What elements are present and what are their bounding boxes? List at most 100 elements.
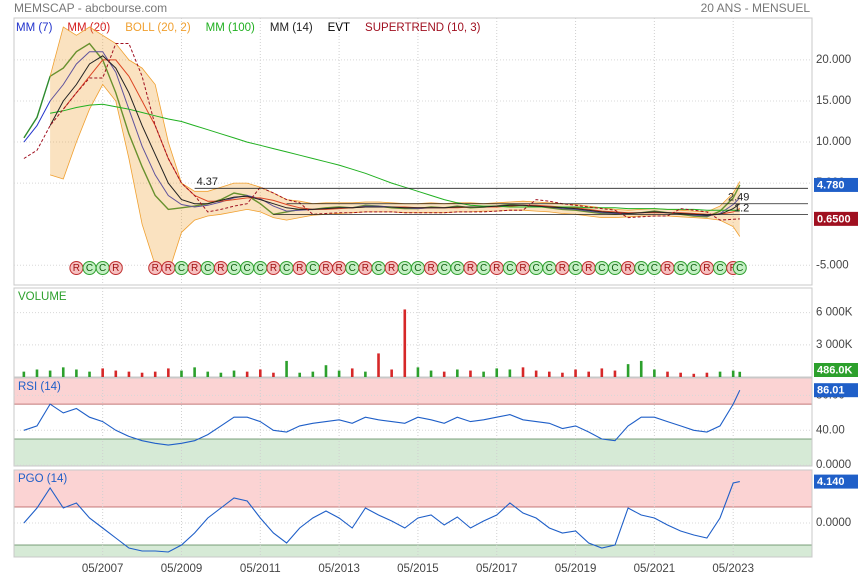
event-label: R	[493, 263, 500, 274]
x-tick-label: 05/2021	[634, 563, 676, 575]
x-tick-label: 05/2009	[161, 563, 203, 575]
volume-bar	[653, 369, 656, 377]
panel-frame	[13, 17, 813, 286]
event-label: C	[677, 263, 684, 274]
volume-bar	[403, 309, 407, 377]
volume-bar	[206, 371, 210, 377]
event-label: R	[322, 263, 329, 274]
volume-bar	[613, 370, 617, 377]
value-label: 4.140	[817, 476, 845, 488]
value-label-box	[814, 474, 858, 489]
volume-bar	[311, 371, 315, 377]
volume-bar	[350, 368, 354, 377]
event-label: C	[244, 263, 251, 274]
event-label: C	[736, 263, 743, 274]
event-label: R	[519, 263, 526, 274]
y-tick-label: 40.00	[816, 424, 845, 436]
volume-bar	[48, 370, 52, 377]
panel-frame	[13, 287, 813, 378]
volume-bar	[219, 372, 223, 377]
event-label: R	[703, 263, 710, 274]
volume-bar	[167, 368, 170, 377]
event-marker	[108, 261, 123, 275]
y-tick-label: 20.000	[816, 54, 851, 66]
indicator-line	[23, 43, 740, 221]
volume-bar	[140, 372, 144, 377]
level-label: 4.37	[197, 176, 218, 188]
value-label-box	[814, 383, 858, 398]
volume-bar	[232, 370, 236, 377]
event-label: C	[611, 263, 618, 274]
volume-bar	[429, 370, 433, 377]
volume-bar	[101, 368, 104, 377]
x-tick-label: 05/2011	[240, 563, 281, 575]
panel-frame	[13, 469, 813, 558]
event-label: R	[152, 263, 159, 274]
volume-bar	[377, 353, 380, 377]
x-tick-label: 05/2007	[82, 563, 124, 575]
event-label: R	[624, 263, 631, 274]
volume-bar	[574, 369, 577, 377]
oversold-zone	[14, 438, 812, 466]
volume-bar	[298, 372, 302, 377]
indicator-line	[49, 55, 741, 216]
volume-bar	[285, 360, 288, 377]
event-label: C	[414, 263, 421, 274]
x-tick-label: 05/2019	[555, 563, 597, 575]
event-label: C	[690, 263, 697, 274]
event-label: C	[349, 263, 356, 274]
event-label: C	[441, 263, 448, 274]
event-label: R	[585, 263, 592, 274]
volume-bar	[587, 371, 590, 377]
event-label: R	[270, 263, 277, 274]
event-label: C	[99, 263, 106, 274]
legend-entry: EVT	[328, 22, 350, 34]
volume-bar	[364, 371, 367, 377]
volume-bar	[61, 367, 65, 377]
volume-bar	[390, 369, 393, 377]
event-label: R	[467, 263, 474, 274]
event-label: C	[651, 263, 658, 274]
volume-bar	[639, 360, 643, 377]
value-label: 4.780	[817, 179, 845, 191]
level-label: 2.49	[728, 192, 749, 204]
event-label: C	[309, 263, 316, 274]
event-label: C	[204, 263, 211, 274]
event-label: R	[427, 263, 434, 274]
value-label-box	[814, 363, 858, 377]
event-label: C	[375, 263, 382, 274]
legend-entry: MM (100)	[206, 22, 255, 34]
event-label: C	[598, 263, 605, 274]
panel-title: PGO (14)	[18, 473, 67, 485]
event-label: C	[506, 263, 513, 274]
volume-bar	[258, 369, 262, 377]
volume-bar	[495, 368, 499, 377]
event-label: R	[217, 263, 224, 274]
volume-bar	[679, 372, 682, 377]
y-tick-label: 0.0000	[816, 517, 851, 529]
value-label: 86.01	[817, 385, 845, 397]
event-label: C	[480, 263, 487, 274]
event-label: C	[230, 263, 237, 274]
oversold-zone	[14, 545, 812, 557]
x-tick-label: 05/2015	[397, 563, 439, 575]
event-label: C	[454, 263, 461, 274]
event-label: R	[362, 263, 369, 274]
value-label: 0.6500	[817, 213, 851, 225]
event-label: C	[178, 263, 185, 274]
event-label: C	[638, 263, 645, 274]
volume-bar	[272, 372, 275, 377]
legend-entry: SUPERTREND (10, 3)	[365, 22, 481, 34]
event-label: R	[112, 263, 119, 274]
chart-title: MEMSCAP - abcbourse.com	[14, 1, 167, 15]
volume-bar	[153, 371, 157, 377]
volume-bar	[547, 371, 551, 377]
event-label: C	[283, 263, 290, 274]
volume-bar	[521, 367, 525, 377]
volume-bar	[442, 371, 446, 377]
volume-bar	[324, 365, 328, 377]
y-tick-label: 0.0000	[816, 459, 851, 471]
volume-bar	[114, 370, 118, 377]
indicator-line	[23, 389, 741, 446]
